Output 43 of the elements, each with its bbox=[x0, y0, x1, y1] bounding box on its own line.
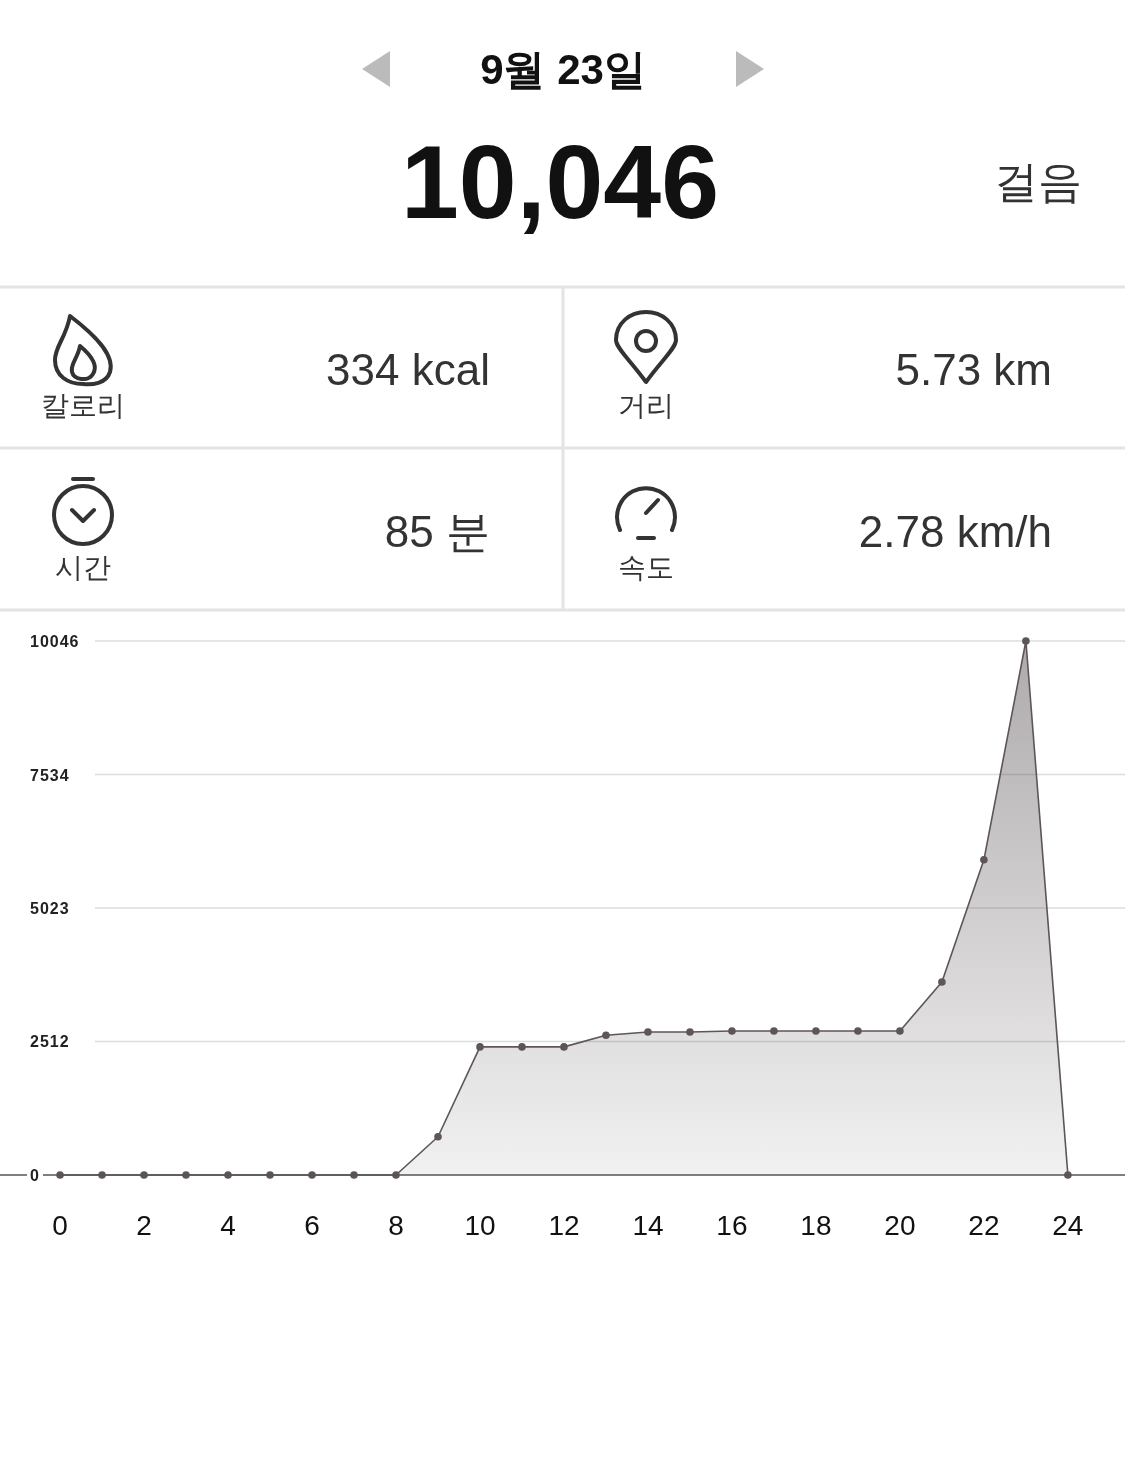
point bbox=[476, 1043, 484, 1051]
y-tick-label: 2512 bbox=[30, 1033, 70, 1051]
point bbox=[602, 1031, 610, 1039]
point bbox=[812, 1027, 820, 1035]
point bbox=[560, 1043, 568, 1051]
text: 85 분 bbox=[384, 507, 490, 556]
x-tick-label: 18 bbox=[800, 1210, 832, 1241]
text: 걸음 bbox=[994, 157, 1082, 206]
text: 칼로리 bbox=[41, 390, 125, 421]
x-tick-label: 22 bbox=[968, 1210, 1000, 1241]
point bbox=[896, 1027, 904, 1035]
text: 거리 bbox=[618, 390, 674, 421]
point bbox=[434, 1132, 442, 1141]
text: 5.73 km bbox=[895, 345, 1052, 394]
y-tick-label: 0 bbox=[30, 1167, 39, 1184]
point bbox=[980, 855, 988, 864]
point bbox=[938, 978, 946, 986]
y-tick-label: 5023 bbox=[30, 900, 70, 917]
x-tick-label: 14 bbox=[632, 1210, 664, 1241]
x-tick-label: 2 bbox=[136, 1210, 152, 1241]
text: 2.78 km/h bbox=[858, 507, 1052, 556]
text: 시간 bbox=[55, 552, 111, 583]
y-tick-label: 7534 bbox=[30, 766, 70, 784]
point bbox=[518, 1043, 526, 1051]
x-tick-label: 4 bbox=[220, 1210, 236, 1241]
point bbox=[728, 1027, 736, 1035]
x-tick-label: 8 bbox=[388, 1210, 404, 1241]
point bbox=[686, 1028, 694, 1036]
text: 334 kcal bbox=[326, 345, 490, 394]
point bbox=[1022, 637, 1030, 645]
x-tick-label: 24 bbox=[1052, 1210, 1084, 1241]
point bbox=[770, 1027, 778, 1035]
x-tick-label: 16 bbox=[716, 1210, 748, 1241]
x-tick-label: 20 bbox=[884, 1210, 916, 1241]
text: 10,046 bbox=[400, 124, 720, 240]
text: 속도 bbox=[618, 552, 674, 583]
x-tick-label: 12 bbox=[548, 1210, 580, 1241]
text: 9월 23일 bbox=[480, 46, 646, 93]
point bbox=[854, 1027, 862, 1035]
point bbox=[644, 1028, 652, 1036]
x-tick-label: 10 bbox=[464, 1210, 496, 1241]
x-tick-label: 6 bbox=[304, 1210, 320, 1241]
y-tick-label: 10046 bbox=[30, 633, 80, 650]
